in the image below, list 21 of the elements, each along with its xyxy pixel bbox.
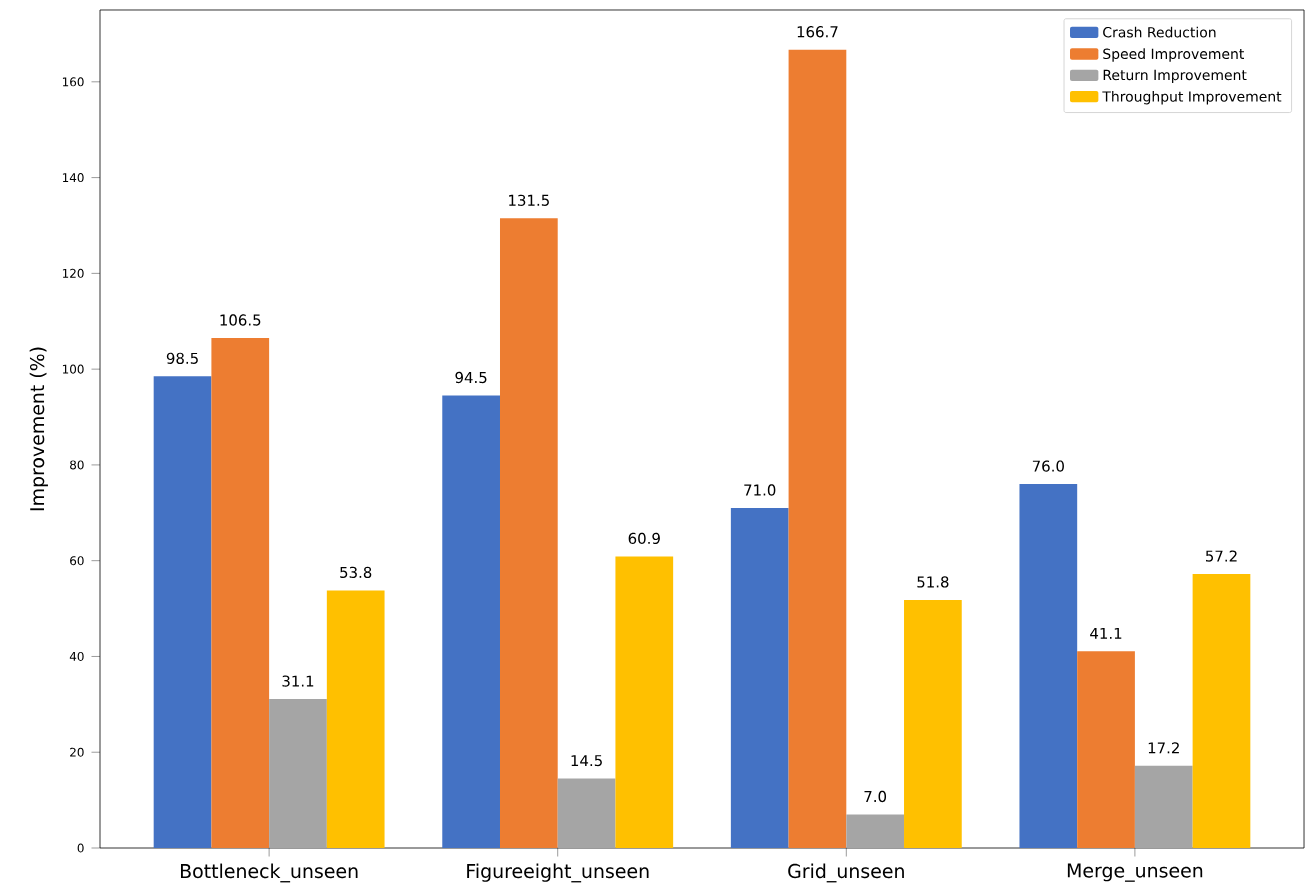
- bar: [557, 778, 616, 848]
- bar: [211, 338, 270, 848]
- bar: [846, 814, 905, 848]
- x-tick-label: Merge_unseen: [1067, 863, 1203, 882]
- bar: [730, 508, 789, 848]
- bar: [326, 590, 385, 848]
- bar: [269, 699, 327, 848]
- bar: [615, 556, 674, 848]
- bar: [1134, 765, 1193, 848]
- bar: [1192, 574, 1251, 848]
- x-tick-label: Bottleneck_unseen: [180, 863, 358, 883]
- bar: [153, 376, 212, 848]
- y-axis-title: Improvement (%): [29, 347, 48, 511]
- bar: [1077, 651, 1135, 848]
- bar: [1019, 484, 1078, 848]
- bar: [442, 395, 500, 848]
- bar: [904, 599, 962, 848]
- x-tick-label: Grid_unseen: [788, 863, 904, 883]
- bar: [499, 218, 558, 848]
- x-tick-label: Figureeight_unseen: [467, 863, 649, 883]
- bar: [788, 49, 847, 848]
